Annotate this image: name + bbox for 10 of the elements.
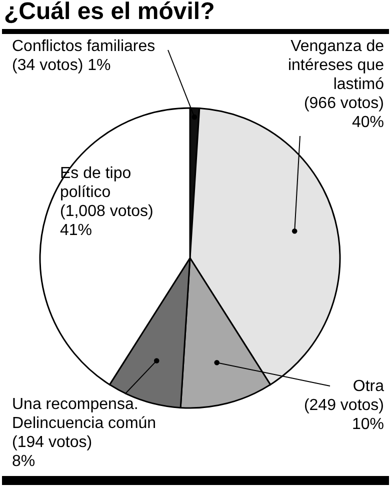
slice-label: Venganza de intéreses que lastimó [288,38,384,93]
data-label: (34 votos) 1% [12,57,111,74]
data-label: (194 votos) 8% [12,434,92,470]
data-label: (249 votos) 10% [304,397,384,433]
data-label: (966 votos) 40% [304,95,384,131]
slice-label: Conflictos familiares [12,38,156,55]
chart-title: ¿Cuál es el móvil? [4,0,215,25]
data-label: (1,008 votos) 41% [60,203,154,239]
slice-label: Otra [352,378,384,395]
slice-label: Una recompensa. Delincuencia común [12,396,156,432]
